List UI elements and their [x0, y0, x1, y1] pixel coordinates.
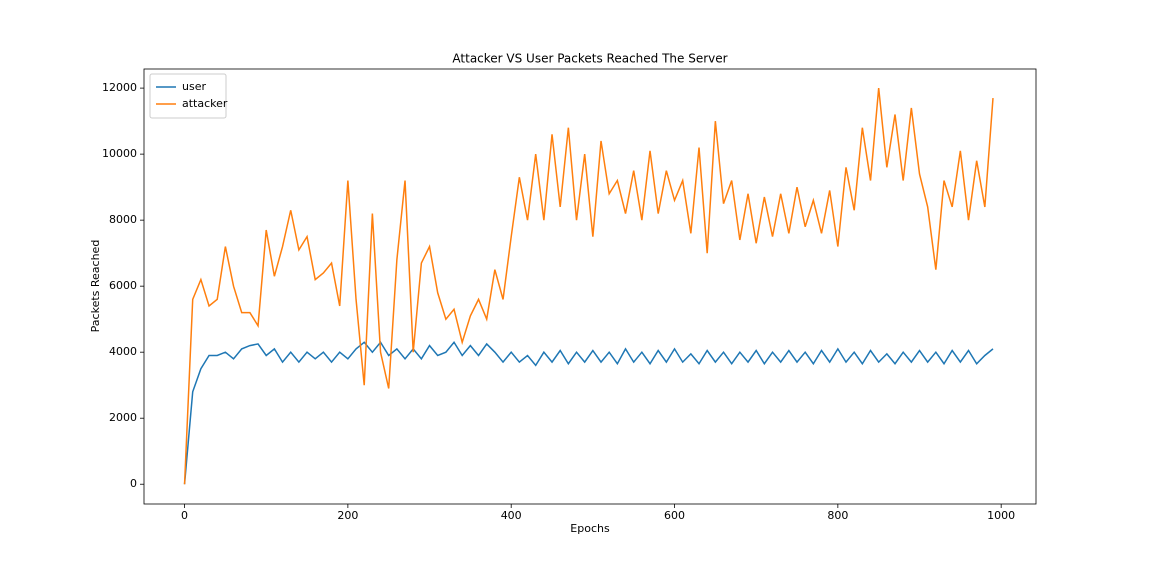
y-axis-label: Packets Reached — [89, 240, 102, 333]
y-tick-label: 8000 — [109, 213, 137, 226]
legend-label: attacker — [182, 97, 228, 110]
x-tick-label: 1000 — [987, 509, 1015, 522]
legend-label: user — [182, 80, 206, 93]
x-tick-label: 0 — [181, 509, 188, 522]
x-tick-label: 400 — [501, 509, 522, 522]
y-tick-label: 12000 — [102, 81, 137, 94]
x-tick-label: 800 — [827, 509, 848, 522]
series-line — [183, 341, 994, 485]
legend-box — [149, 73, 227, 119]
y-tick-label: 10000 — [102, 147, 137, 160]
x-axis-label: Epochs — [570, 522, 610, 535]
series-line — [183, 88, 994, 485]
x-tick-label: 200 — [337, 509, 358, 522]
chart-title: Attacker VS User Packets Reached The Ser… — [452, 52, 727, 66]
y-tick-label: 4000 — [109, 345, 137, 358]
x-tick-label: 600 — [664, 509, 685, 522]
y-tick-label: 2000 — [109, 411, 137, 424]
plot-frame — [143, 68, 1037, 505]
y-tick-label: 6000 — [109, 279, 137, 292]
y-tick-label: 0 — [130, 477, 137, 490]
